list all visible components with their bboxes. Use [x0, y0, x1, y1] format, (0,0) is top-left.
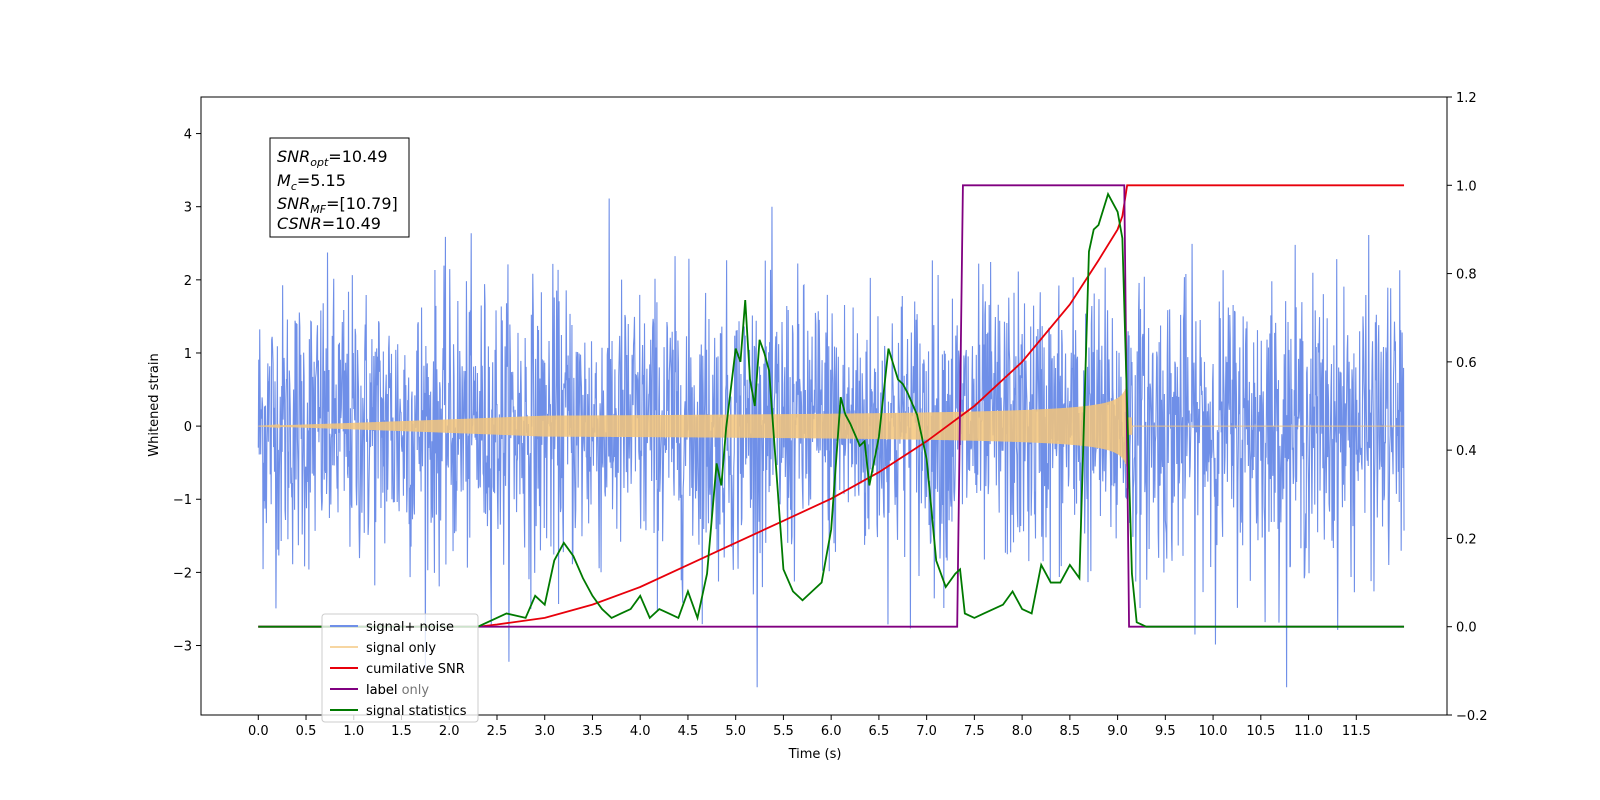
y-left-tick-label: 0 — [184, 420, 192, 435]
x-tick-label: 8.0 — [1012, 724, 1033, 739]
y-left-tick-label: −2 — [173, 566, 192, 581]
y-right-tick-label: 0.2 — [1456, 532, 1477, 547]
series-cumilative-snrline — [258, 184, 1405, 628]
x-tick-label: 0.5 — [296, 724, 317, 739]
x-tick-label: 10.5 — [1246, 724, 1275, 739]
y-right-tick-label: 1.0 — [1456, 179, 1477, 194]
x-tick-label: 7.5 — [964, 724, 985, 739]
x-tick-label: 11.5 — [1342, 724, 1371, 739]
legend: signal+ noise signal only cumilative SNR la… — [321, 613, 479, 723]
x-tick-label: 11.0 — [1294, 724, 1323, 739]
y-axis-title: Whitened strain — [147, 353, 162, 456]
x-tick-label: 2.0 — [439, 724, 460, 739]
x-tick-label: 3.0 — [534, 724, 555, 739]
x-tick-label: 7.0 — [916, 724, 937, 739]
legend-box — [321, 613, 479, 723]
x-tick-label: 1.0 — [343, 724, 364, 739]
plot-area — [257, 184, 1405, 688]
x-tick-label: 10.0 — [1199, 724, 1228, 739]
legend-label: signal only — [366, 641, 436, 656]
y-left-tick-label: 4 — [184, 128, 192, 143]
series-signal-statisticsline — [258, 191, 1405, 628]
x-axis-title: Time (s) — [788, 747, 842, 762]
axes-frame — [200, 96, 1448, 716]
y-left-tick-label: −1 — [173, 493, 192, 508]
annotation-csnr: CSNR=10.49 — [277, 214, 381, 233]
x-tick-label: 9.0 — [1107, 724, 1128, 739]
axes: 0.0 0.5 1.0 1.5 2.0 2.5 3.0 3.5 4.0 4.5 5.0 5.5 6.0 6… — [173, 91, 1488, 739]
y-left-tick-label: 1 — [184, 347, 192, 362]
annotation-snr-opt: SNRopt=10.49 — [277, 147, 388, 169]
y-left-tick-label: 3 — [184, 201, 192, 216]
y-left-tick-label: 2 — [184, 274, 192, 289]
annotation-snr-mf: SNRMF=[10.79] — [277, 194, 398, 216]
x-tick-label: 3.5 — [582, 724, 603, 739]
x-tick-label: 1.5 — [391, 724, 412, 739]
x-tick-label: 6.0 — [821, 724, 842, 739]
legend-label: label only — [366, 683, 429, 698]
y-right-tick-label: 0.0 — [1456, 621, 1477, 636]
x-tick-label: 0.0 — [248, 724, 269, 739]
annotation-box: SNRopt=10.49 Mc=5.15 SNRMF=[10.79] CSNR=… — [269, 137, 410, 238]
annotation-chirp-mass: Mc=5.15 — [277, 171, 346, 193]
x-tick-label: 6.5 — [869, 724, 890, 739]
legend-label: signal statistics — [366, 704, 467, 719]
legend-label: signal+ noise — [366, 620, 454, 635]
y-right-tick-label: 0.6 — [1456, 356, 1477, 371]
y-right-tick-label: 1.2 — [1456, 91, 1477, 106]
x-tick-label: 2.5 — [487, 724, 508, 739]
legend-label: cumilative SNR — [366, 662, 465, 677]
x-tick-label: 4.0 — [630, 724, 651, 739]
x-tick-label: 9.5 — [1155, 724, 1176, 739]
x-tick-label: 8.5 — [1060, 724, 1081, 739]
y-left-tick-label: −3 — [173, 640, 192, 655]
series-signal-only-line — [258, 384, 1405, 467]
legend-label: label — [366, 683, 397, 698]
y-right-tick-label: −0.2 — [1456, 709, 1488, 724]
x-tick-label: 5.5 — [773, 724, 794, 739]
x-tick-label: 4.5 — [678, 724, 699, 739]
y-right-tick-label: 0.4 — [1456, 444, 1477, 459]
x-tick-label: 5.0 — [725, 724, 746, 739]
y-right-tick-label: 0.8 — [1456, 268, 1477, 283]
